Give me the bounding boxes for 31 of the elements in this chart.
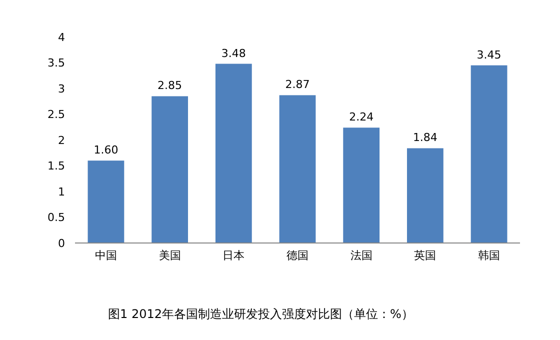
data-label: 1.60 bbox=[94, 144, 118, 157]
y-tick-label: 2.5 bbox=[48, 108, 65, 122]
bar bbox=[152, 96, 188, 243]
x-tick-label: 德国 bbox=[286, 249, 308, 262]
y-tick-label: 1 bbox=[58, 185, 65, 198]
y-tick-label: 3.5 bbox=[48, 56, 65, 70]
data-label: 2.24 bbox=[349, 110, 374, 124]
x-tick-label: 法国 bbox=[350, 249, 372, 262]
bar bbox=[343, 128, 380, 243]
data-label: 1.84 bbox=[412, 131, 438, 144]
bar bbox=[88, 160, 124, 243]
data-label: 2.85 bbox=[158, 79, 182, 92]
x-tick-label: 韩国 bbox=[478, 249, 500, 262]
bar bbox=[279, 95, 316, 243]
y-tick-label: 3 bbox=[58, 82, 65, 96]
y-tick-label: 1.5 bbox=[48, 160, 65, 173]
data-label: 3.48 bbox=[221, 46, 246, 60]
x-tick-label: 日本 bbox=[222, 249, 245, 262]
bar bbox=[406, 148, 444, 243]
y-tick-label: 0 bbox=[58, 236, 65, 250]
data-label: 2.87 bbox=[285, 78, 310, 92]
x-tick-label: 美国 bbox=[158, 249, 181, 262]
y-tick-label: 0.5 bbox=[48, 211, 65, 224]
x-tick-label: 英国 bbox=[414, 249, 436, 262]
y-tick-label: 4 bbox=[58, 30, 65, 44]
x-tick-label: 中国 bbox=[94, 249, 117, 262]
bar bbox=[215, 64, 252, 243]
data-label: 3.45 bbox=[476, 48, 502, 62]
y-tick-label: 2 bbox=[58, 134, 65, 147]
caption: 图1 2012年各国制造业研发投入强度对比图（单位：%） bbox=[108, 307, 414, 321]
bar bbox=[470, 65, 508, 243]
